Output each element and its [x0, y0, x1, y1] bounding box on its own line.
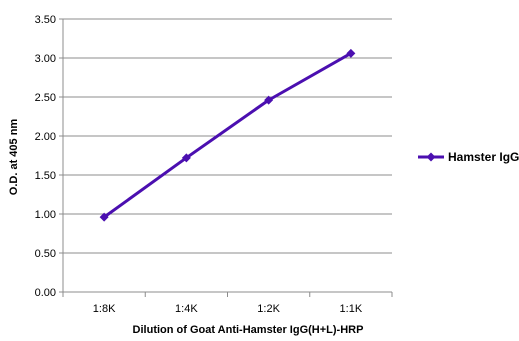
x-axis-title: Dilution of Goat Anti-Hamster IgG(H+L)-H…: [133, 324, 364, 336]
gridlines: [63, 18, 392, 254]
data-point: [346, 48, 356, 58]
data-point: [181, 153, 191, 163]
y-tick-label: 0.50: [35, 248, 56, 260]
y-tick-label: 0.00: [35, 287, 56, 299]
y-axis-title: O.D. at 405 nm: [8, 119, 20, 196]
x-tick-label: 1:8K: [93, 303, 116, 315]
x-tick-label: 1:4K: [175, 303, 198, 315]
x-axis: 1:8K 1:4K 1:2K 1:1K: [62, 291, 393, 315]
series-layer: [99, 48, 356, 222]
y-tick-label: 2.00: [35, 131, 56, 143]
legend: Hamster IgG: [418, 150, 519, 164]
y-axis: 0.00 0.50 1.00 1.50 2.00 2.50 3.00 3.50: [35, 14, 64, 299]
y-tick-label: 3.50: [35, 14, 56, 26]
x-tick-label: 1:1K: [340, 303, 363, 315]
data-point: [264, 95, 274, 105]
y-tick-label: 1.50: [35, 170, 56, 182]
series-line: [103, 52, 352, 219]
legend-marker: [426, 152, 436, 162]
data-point: [99, 212, 109, 222]
y-tick-label: 1.00: [35, 209, 56, 221]
y-tick-label: 3.00: [35, 53, 56, 65]
legend-label: Hamster IgG: [448, 150, 519, 164]
y-tick-label: 2.50: [35, 92, 56, 104]
x-tick-label: 1:2K: [257, 303, 280, 315]
